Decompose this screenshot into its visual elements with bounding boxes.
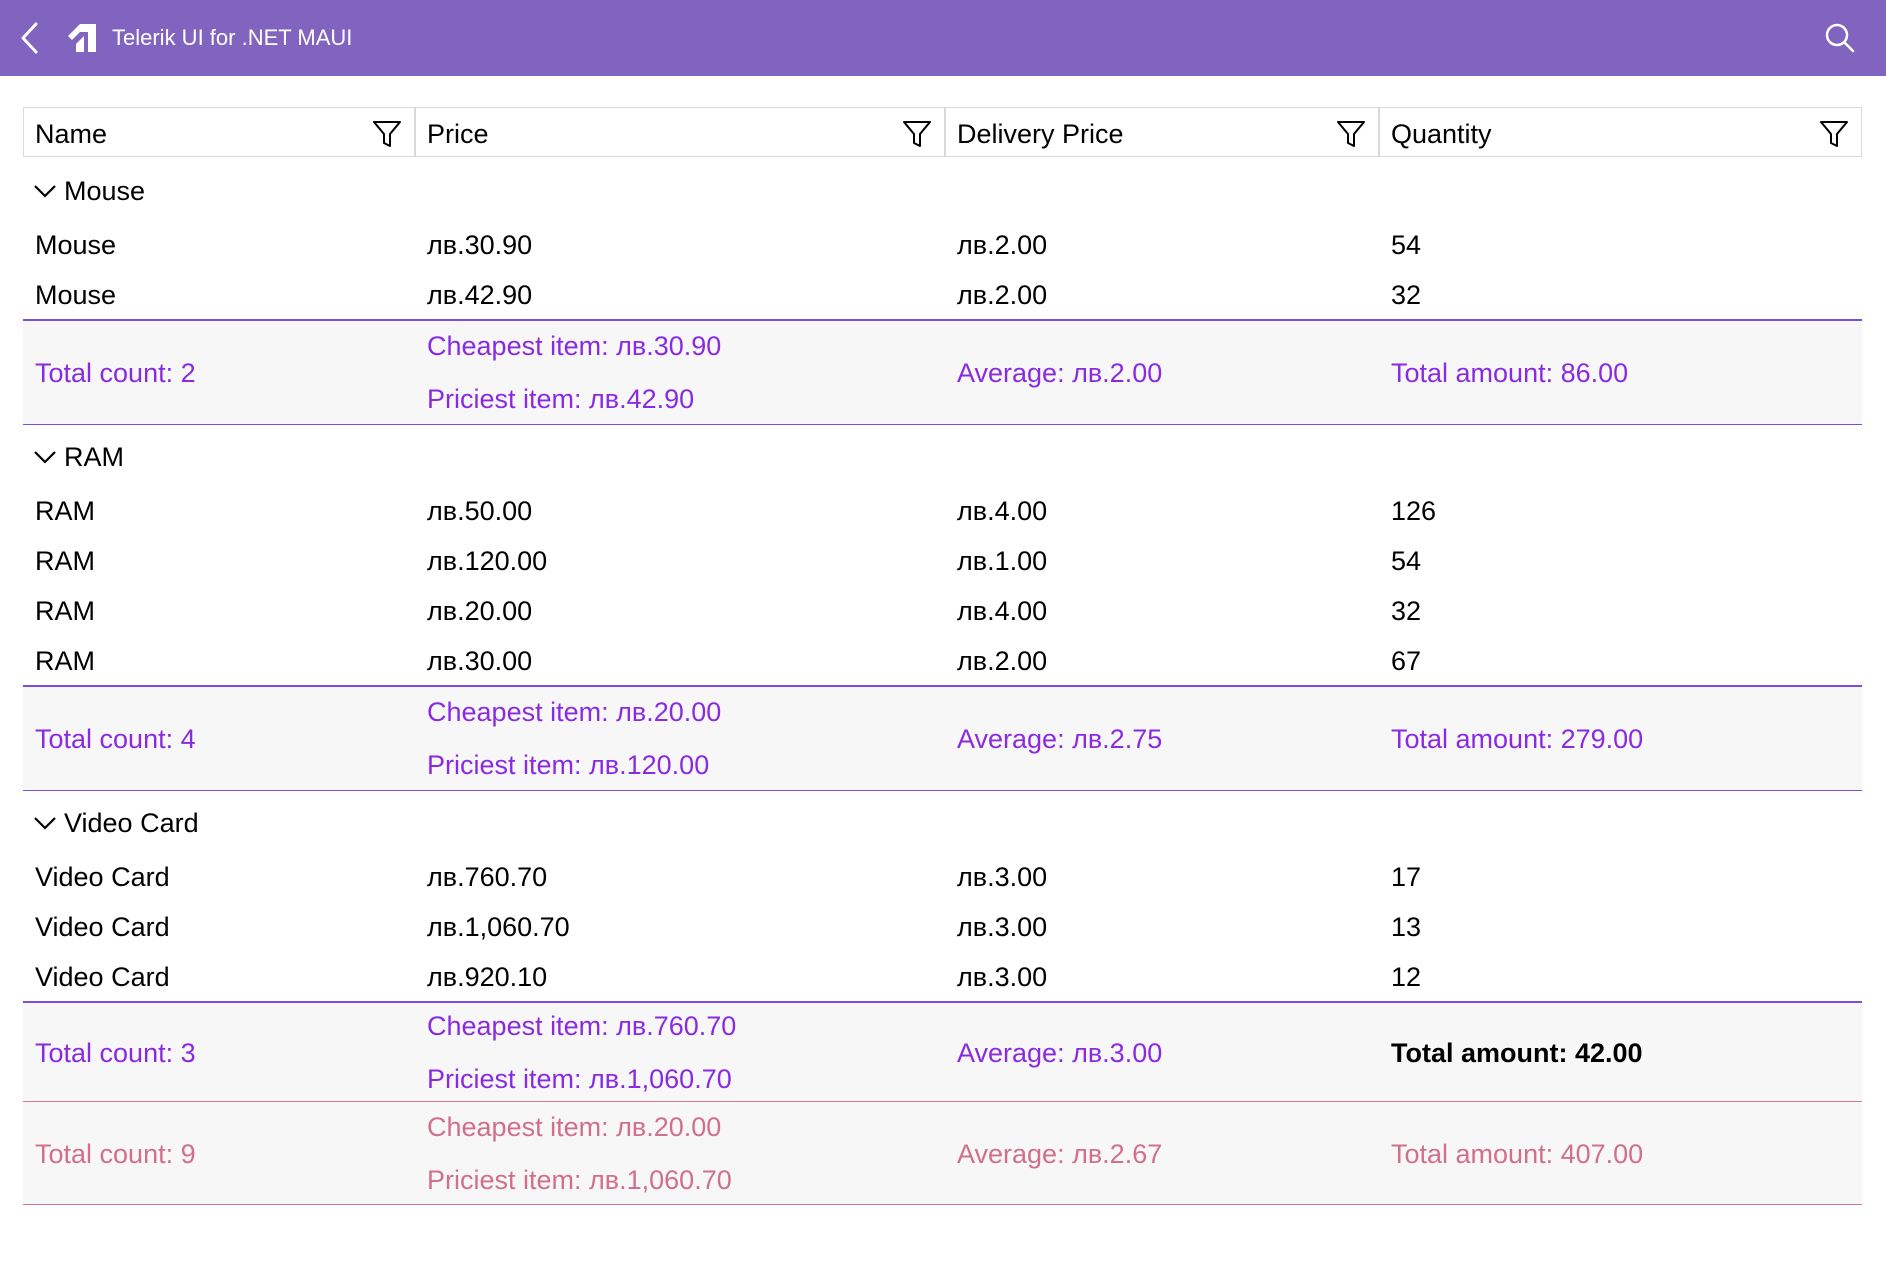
summary-count: Total count: 2 — [35, 358, 196, 388]
group-name: Mouse — [64, 176, 146, 206]
cell-delivery-price: лв.2.00 — [957, 280, 1048, 310]
summary-average: Average: лв.2.75 — [957, 724, 1163, 754]
cell-quantity: 12 — [1391, 962, 1422, 992]
divider — [23, 424, 1862, 425]
total-cheapest: Cheapest item: лв.20.00 — [427, 1112, 722, 1142]
cell-quantity: 67 — [1391, 646, 1422, 676]
total-average: Average: лв.2.67 — [957, 1139, 1163, 1169]
column-header-label: Price — [427, 119, 489, 149]
summary-amount: Total amount: 86.00 — [1391, 358, 1629, 388]
filter-icon[interactable] — [1819, 119, 1849, 149]
cell-delivery-price: лв.3.00 — [957, 912, 1048, 942]
grand-total-summary: Total count: 9 Cheapest item: лв.20.00 P… — [23, 1101, 1862, 1205]
cell-price: лв.30.90 — [427, 230, 533, 260]
group-header-ram[interactable]: RAM — [23, 425, 1862, 485]
table-row[interactable]: RAM лв.30.00 лв.2.00 67 — [23, 635, 1862, 685]
table-row[interactable]: RAM лв.50.00 лв.4.00 126 — [23, 485, 1862, 535]
cell-delivery-price: лв.2.00 — [957, 646, 1048, 676]
table-row[interactable]: Video Card лв.760.70 лв.3.00 17 — [23, 851, 1862, 901]
column-header-quantity[interactable]: Quantity — [1379, 107, 1862, 157]
cell-delivery-price: лв.2.00 — [957, 230, 1048, 260]
telerik-logo-icon — [68, 24, 96, 52]
cell-price: лв.30.00 — [427, 646, 533, 676]
cell-quantity: 54 — [1391, 546, 1422, 576]
cell-delivery-price: лв.3.00 — [957, 862, 1048, 892]
title-bar: Telerik UI for .NET MAUI — [0, 0, 1886, 76]
column-header-price[interactable]: Price — [415, 107, 945, 157]
cell-quantity: 17 — [1391, 862, 1422, 892]
total-priciest: Priciest item: лв.1,060.70 — [427, 1165, 732, 1195]
column-header-delivery-price[interactable]: Delivery Price — [945, 107, 1379, 157]
cell-price: лв.20.00 — [427, 596, 533, 626]
table-row[interactable]: Video Card лв.920.10 лв.3.00 12 — [23, 951, 1862, 1001]
summary-count: Total count: 4 — [35, 724, 196, 754]
table-row[interactable]: Mouse лв.30.90 лв.2.00 54 — [23, 219, 1862, 269]
cell-delivery-price: лв.4.00 — [957, 496, 1048, 526]
cell-name: RAM — [35, 546, 95, 576]
summary-average: Average: лв.3.00 — [957, 1038, 1163, 1068]
cell-quantity: 32 — [1391, 596, 1422, 626]
cell-delivery-price: лв.3.00 — [957, 962, 1048, 992]
filter-icon[interactable] — [372, 119, 402, 149]
chevron-down-icon — [34, 451, 56, 464]
group-header-mouse[interactable]: Mouse — [23, 159, 1862, 219]
group-summary-mouse: Total count: 2 Cheapest item: лв.30.90 P… — [23, 319, 1862, 425]
cell-name: RAM — [35, 496, 95, 526]
summary-count: Total count: 3 — [35, 1038, 196, 1068]
chevron-down-icon — [34, 185, 56, 198]
summary-average: Average: лв.2.00 — [957, 358, 1163, 388]
summary-priciest: Priciest item: лв.120.00 — [427, 750, 710, 780]
cell-price: лв.120.00 — [427, 546, 548, 576]
app-title: Telerik UI for .NET MAUI — [112, 25, 353, 50]
summary-cheapest: Cheapest item: лв.760.70 — [427, 1011, 737, 1041]
column-header-label: Delivery Price — [957, 119, 1124, 149]
cell-delivery-price: лв.1.00 — [957, 546, 1048, 576]
cell-name: Video Card — [35, 912, 170, 942]
total-count: Total count: 9 — [35, 1139, 196, 1169]
cell-quantity: 13 — [1391, 912, 1422, 942]
column-header-label: Name — [35, 119, 108, 149]
summary-amount: Total amount: 42.00 — [1391, 1038, 1643, 1068]
data-grid: Name Price Delivery Price Quantity Mouse… — [23, 107, 1862, 1205]
table-row[interactable]: RAM лв.20.00 лв.4.00 32 — [23, 585, 1862, 635]
cell-price: лв.50.00 — [427, 496, 533, 526]
cell-quantity: 126 — [1391, 496, 1437, 526]
cell-price: лв.42.90 — [427, 280, 533, 310]
group-summary-video-card: Total count: 3 Cheapest item: лв.760.70 … — [23, 1001, 1862, 1101]
cell-quantity: 54 — [1391, 230, 1422, 260]
cell-price: лв.1,060.70 — [427, 912, 570, 942]
summary-cheapest: Cheapest item: лв.20.00 — [427, 697, 722, 727]
cell-name: Video Card — [35, 862, 170, 892]
total-amount: Total amount: 407.00 — [1391, 1139, 1644, 1169]
group-header-video-card[interactable]: Video Card — [23, 791, 1862, 851]
summary-priciest: Priciest item: лв.42.90 — [427, 384, 695, 414]
cell-quantity: 32 — [1391, 280, 1422, 310]
cell-name: Mouse — [35, 280, 117, 310]
chevron-down-icon — [34, 817, 56, 830]
cell-name: RAM — [35, 646, 95, 676]
table-row[interactable]: RAM лв.120.00 лв.1.00 54 — [23, 535, 1862, 585]
cell-delivery-price: лв.4.00 — [957, 596, 1048, 626]
cell-name: Video Card — [35, 962, 170, 992]
summary-cheapest: Cheapest item: лв.30.90 — [427, 331, 722, 361]
column-header-name[interactable]: Name — [23, 107, 415, 157]
grid-header: Name Price Delivery Price Quantity — [23, 107, 1862, 159]
column-header-label: Quantity — [1391, 119, 1492, 149]
cell-price: лв.760.70 — [427, 862, 548, 892]
group-name: RAM — [64, 442, 124, 472]
back-arrow-icon[interactable] — [18, 20, 42, 56]
divider — [23, 790, 1862, 791]
summary-priciest: Priciest item: лв.1,060.70 — [427, 1064, 732, 1094]
cell-name: RAM — [35, 596, 95, 626]
table-row[interactable]: Mouse лв.42.90 лв.2.00 32 — [23, 269, 1862, 319]
search-icon[interactable] — [1824, 22, 1856, 54]
summary-amount: Total amount: 279.00 — [1391, 724, 1644, 754]
filter-icon[interactable] — [902, 119, 932, 149]
cell-name: Mouse — [35, 230, 117, 260]
group-name: Video Card — [64, 808, 199, 838]
table-row[interactable]: Video Card лв.1,060.70 лв.3.00 13 — [23, 901, 1862, 951]
filter-icon[interactable] — [1336, 119, 1366, 149]
group-summary-ram: Total count: 4 Cheapest item: лв.20.00 P… — [23, 685, 1862, 791]
cell-price: лв.920.10 — [427, 962, 548, 992]
